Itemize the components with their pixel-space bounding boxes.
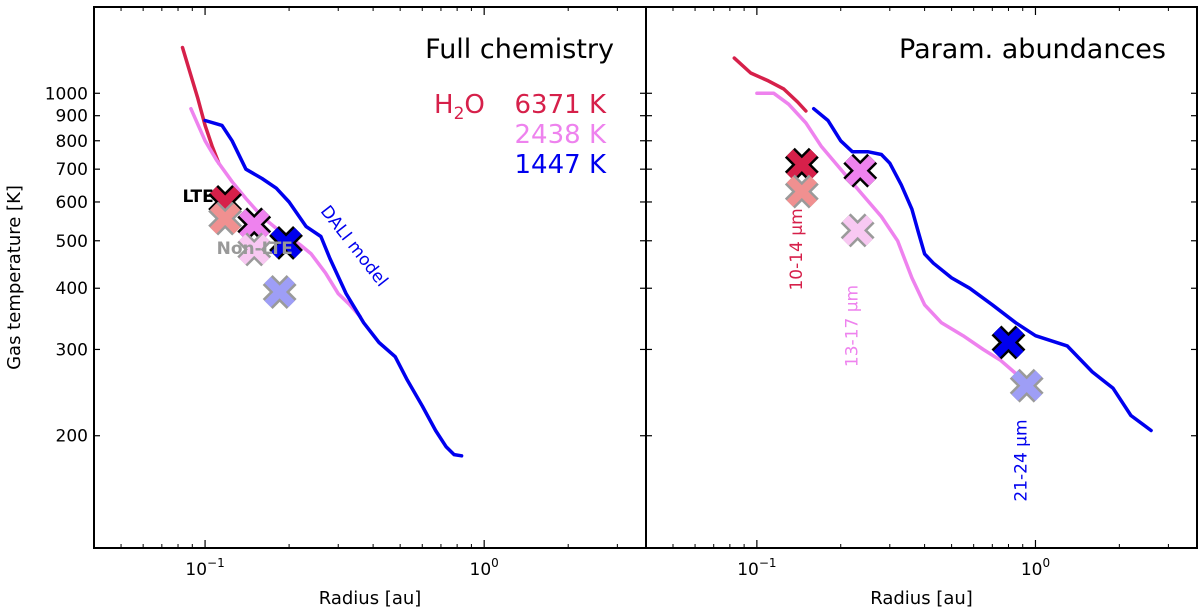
series-line-6371-k xyxy=(732,56,808,113)
x-axis-label: Radius [au] xyxy=(870,588,973,609)
x-tick-label: 10−1 xyxy=(737,556,776,580)
x-axis-label: Radius [au] xyxy=(319,588,422,609)
marker-lte-2438-k xyxy=(237,207,272,242)
marker-lte-1447-k xyxy=(991,325,1026,360)
x-tick-label: 100 xyxy=(470,556,499,580)
x-tick-label: 10−1 xyxy=(185,556,224,580)
y-axis-label: Gas temperature [K] xyxy=(4,185,25,370)
y-tick-label: 1000 xyxy=(45,84,88,104)
marker-lte-6371-k xyxy=(784,147,819,182)
y-tick-label: 500 xyxy=(56,232,88,252)
x-tick-label: 100 xyxy=(1021,556,1050,580)
marker-lte-2438-k xyxy=(843,153,878,188)
marker-non-lte-2438-k xyxy=(840,213,875,248)
annotation-10-14-m: 10-14 μm xyxy=(787,208,807,290)
y-tick-label: 600 xyxy=(56,193,88,213)
marker-fill xyxy=(270,227,302,259)
annotation-lte: LTE xyxy=(182,187,213,207)
legend-molecule: H2O xyxy=(434,90,485,124)
y-tick-label: 300 xyxy=(56,340,88,360)
chart-title: Full chemistry xyxy=(425,34,614,65)
marker-fill xyxy=(1011,370,1042,401)
legend-entry-2438-k: 2438 K xyxy=(515,120,607,150)
marker-non-lte-1447-k xyxy=(262,275,297,309)
panel-full-chemistry: 10−1 100 200 300 400 500 600 700 800 900 1000 Radiu… xyxy=(4,6,647,609)
series-line-1447-k xyxy=(811,106,1153,433)
y-tick-label: 700 xyxy=(56,160,88,180)
marker-non-lte-1447-k xyxy=(1009,368,1044,403)
chart-title: Param. abundances xyxy=(899,34,1166,65)
marker-fill xyxy=(842,215,873,246)
marker-fill xyxy=(209,203,241,234)
series-line-6371-k xyxy=(180,45,221,165)
marker-fill xyxy=(786,149,818,180)
marker-non-lte-2438-k xyxy=(237,232,272,267)
panel-param-abundances: 10−1 100 Radius [au] Param. abundances 10-14… xyxy=(645,6,1198,609)
legend-entry-6371-k: 6371 K xyxy=(515,90,607,120)
plot-frame xyxy=(645,6,1198,549)
y-tick-label: 900 xyxy=(56,107,88,127)
marker-fill xyxy=(993,327,1024,358)
annotation-13-17-m: 13-17 μm xyxy=(843,285,863,367)
annotation-non-lte: Non-LTE xyxy=(217,239,293,259)
legend-entry-1447-k: 1447 K xyxy=(515,150,607,180)
marker-fill xyxy=(845,155,876,186)
y-tick-label: 200 xyxy=(56,427,88,447)
marker-fill xyxy=(264,276,295,308)
series-line-1447-k xyxy=(203,118,464,458)
y-tick-label: 800 xyxy=(56,132,88,152)
annotation-21-24-m: 21-24 μm xyxy=(1012,419,1032,501)
marker-non-lte-6371-k xyxy=(208,201,243,236)
series-line-2438-k xyxy=(755,91,1032,386)
marker-non-lte-6371-k xyxy=(784,174,819,209)
marker-fill xyxy=(239,209,270,240)
marker-fill xyxy=(786,176,818,207)
axis-ticks xyxy=(646,7,1197,548)
marker-lte-1447-k xyxy=(269,225,303,260)
y-tick-label: 400 xyxy=(56,279,88,299)
marker-fill xyxy=(239,234,270,265)
